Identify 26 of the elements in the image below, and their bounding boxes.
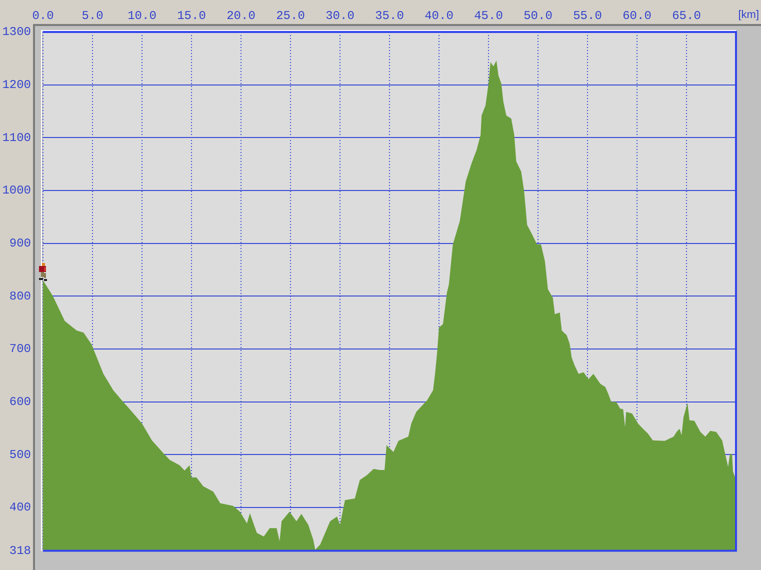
x-tick-label: 65.0: [672, 8, 701, 23]
x-tick-label: 5.0: [82, 8, 104, 23]
x-axis-title: [km]: [738, 9, 760, 22]
x-tick-label: 10.0: [128, 8, 156, 23]
y-tick-label: 318: [9, 544, 31, 558]
x-tick-label: 40.0: [424, 8, 454, 23]
y-tick-label: 700: [9, 342, 31, 356]
y-tick-label: 1100: [2, 130, 31, 145]
x-tick-label: 25.0: [276, 8, 305, 23]
y-tick-label: 1300: [2, 25, 31, 40]
x-tick-label: 0.0: [32, 8, 54, 23]
x-tick-label: 45.0: [474, 8, 503, 23]
x-tick-label: 60.0: [622, 8, 652, 23]
x-tick-label: 30.0: [326, 8, 354, 23]
x-tick-label: 20.0: [226, 8, 256, 23]
x-tick-label: 35.0: [375, 8, 404, 23]
y-tick-label: 500: [9, 448, 31, 462]
x-tick-label: 15.0: [177, 8, 206, 23]
y-tick-label: 800: [9, 289, 31, 304]
x-tick-label: 55.0: [573, 8, 602, 23]
x-tick-label: 50.0: [524, 8, 552, 23]
y-tick-label: 900: [9, 236, 31, 250]
y-tick-label: 1000: [2, 184, 31, 198]
y-tick-label: 1200: [2, 78, 31, 92]
y-tick-label: 400: [9, 500, 31, 515]
y-tick-label: 600: [9, 394, 31, 409]
